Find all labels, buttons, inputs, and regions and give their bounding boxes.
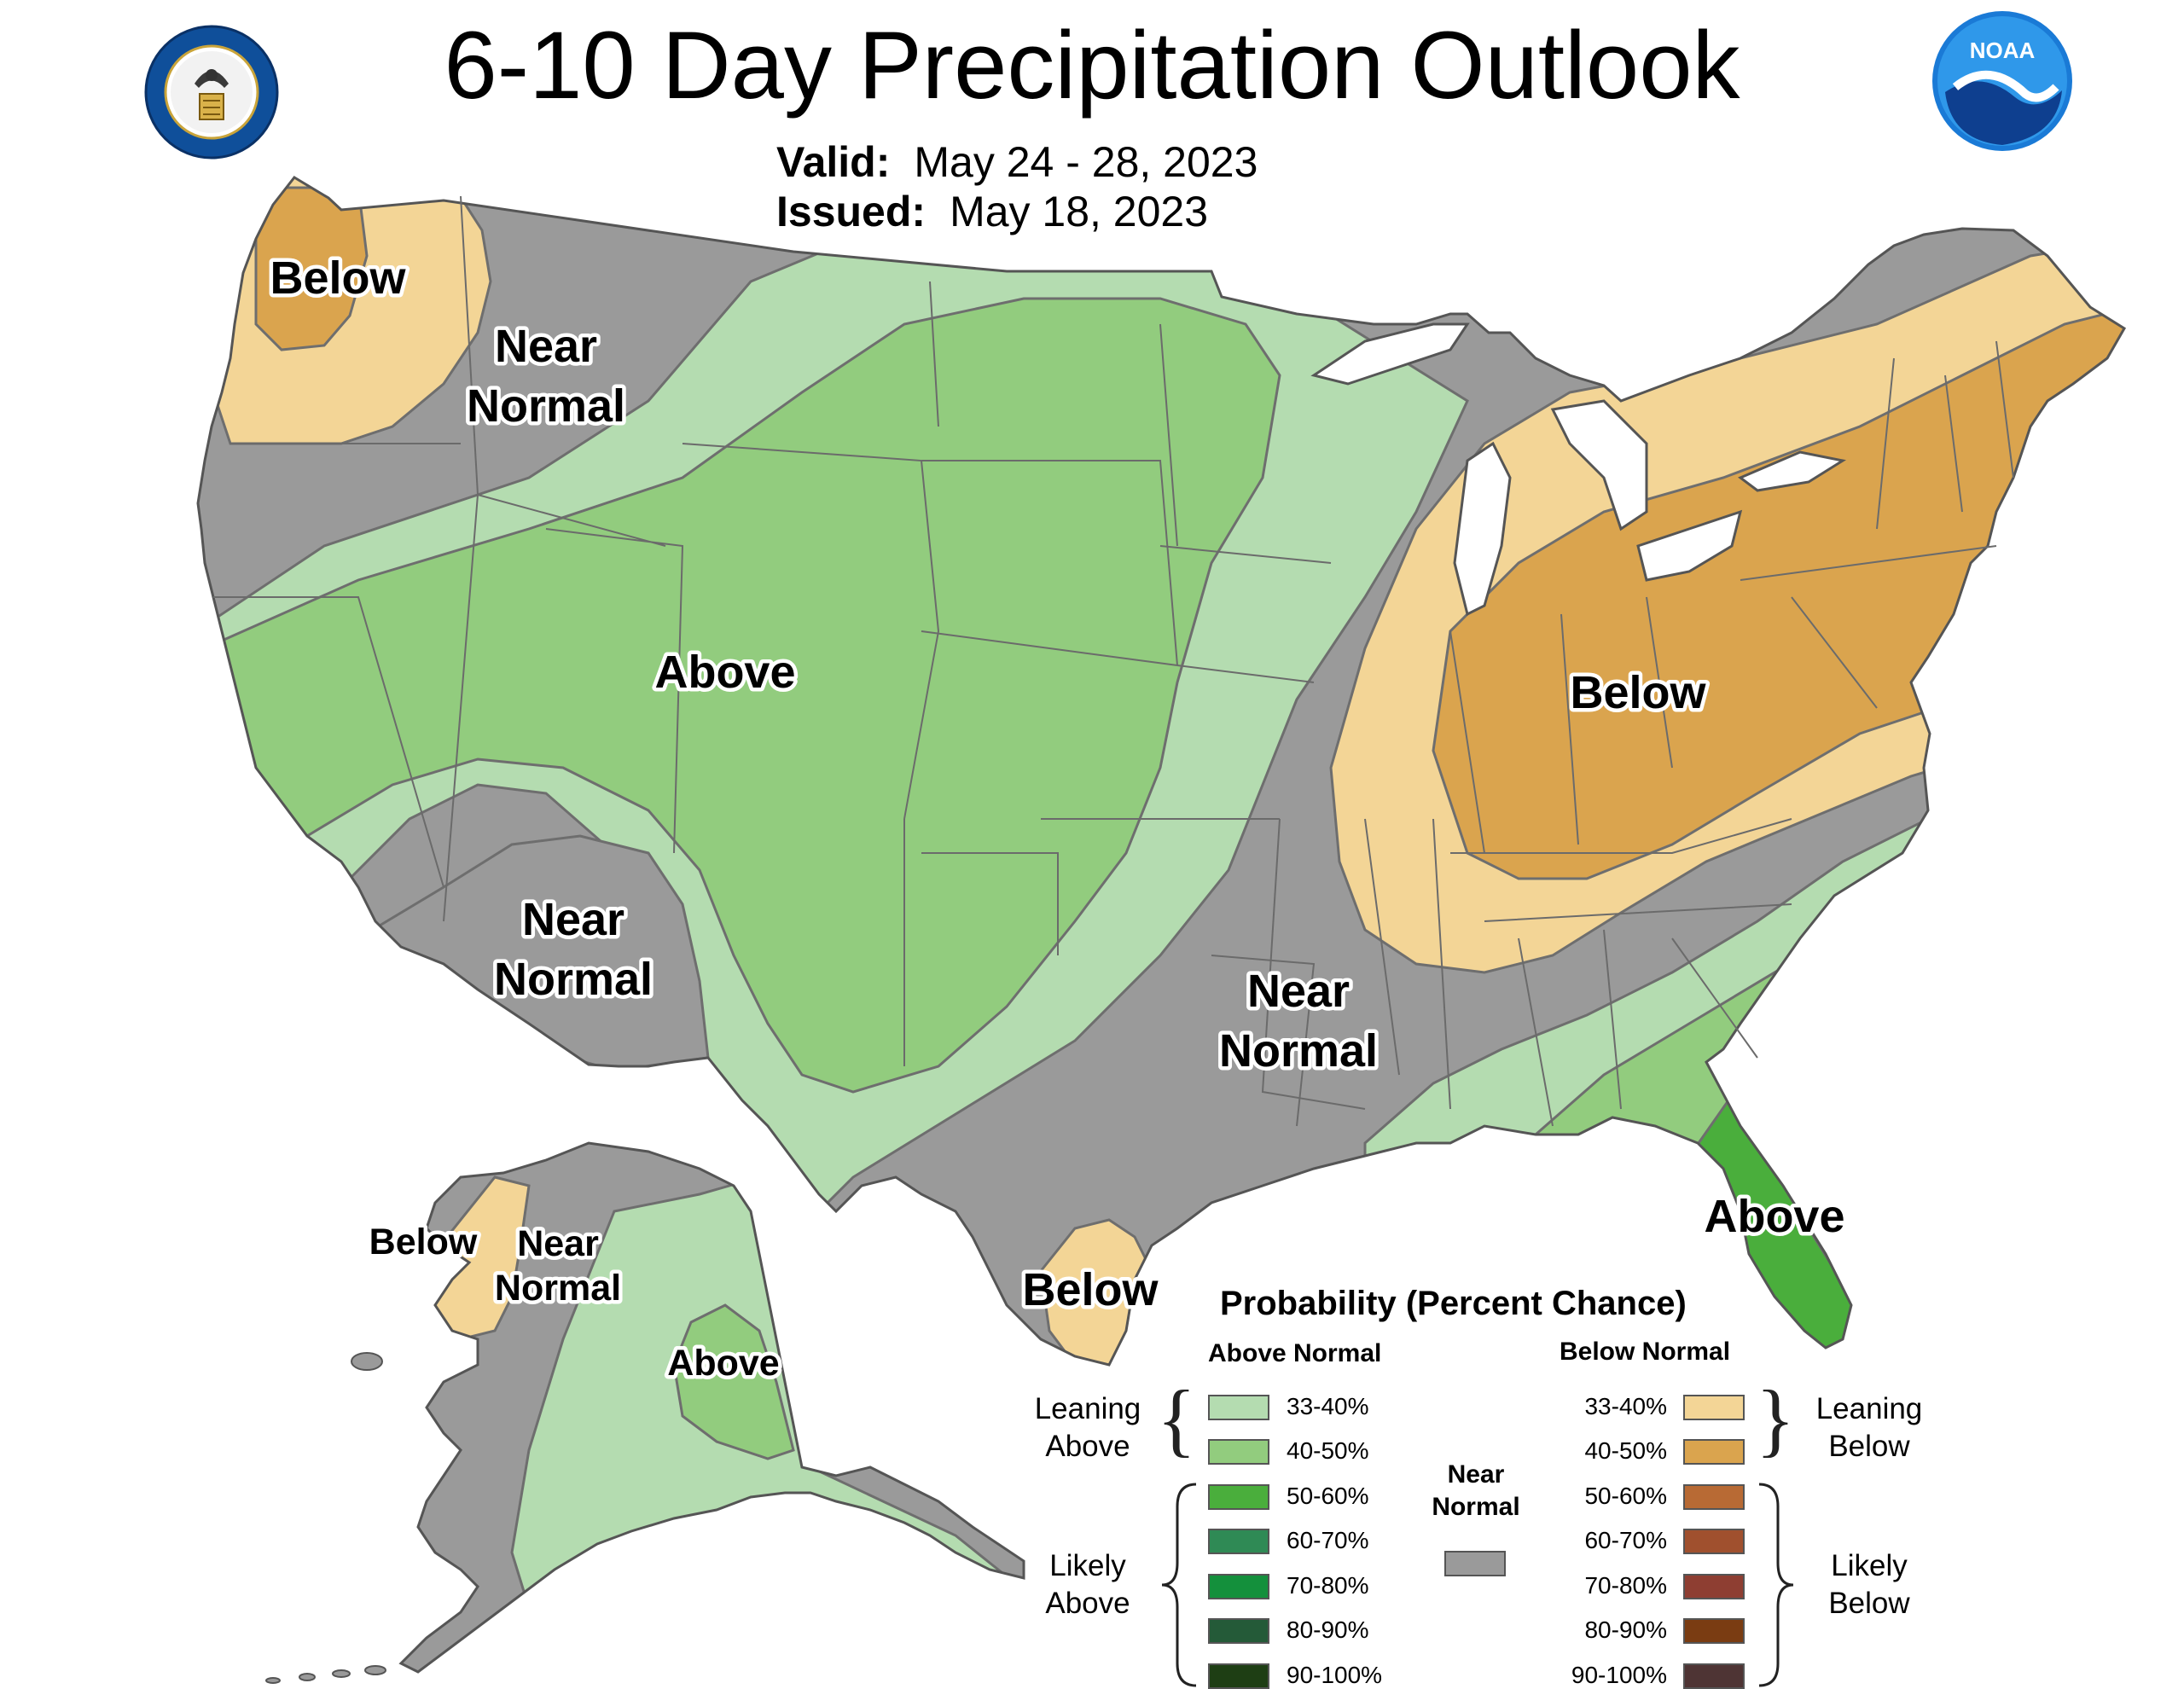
great-lakes [1310, 322, 1846, 617]
legend-leaning-above-2: Above [1045, 1430, 1130, 1463]
legend-below-swatch [1683, 1618, 1745, 1644]
legend-below-pct: 50-60% [1584, 1483, 1667, 1509]
legend-below-swatch [1683, 1395, 1745, 1420]
label-sw-near-normal-2: Normal [494, 954, 653, 1005]
label-ak-below: Below [369, 1222, 478, 1262]
issued-date: May 18, 2023 [950, 188, 1209, 235]
legend-likely-below-1: Likely [1831, 1549, 1908, 1582]
label-sw-near-normal-1: Near [522, 894, 624, 945]
issued-line: Issued: May 18, 2023 [776, 186, 1208, 237]
aleutian-islands [265, 1352, 386, 1684]
legend-above-pct: 33-40% [1287, 1393, 1369, 1419]
legend-brace-likely-above [1161, 1483, 1197, 1687]
legend-below-swatch [1683, 1529, 1745, 1554]
legend-near-label-1: Near [1447, 1460, 1505, 1489]
legend-below-pct: 40-50% [1584, 1437, 1667, 1464]
legend-above-swatch [1208, 1618, 1269, 1644]
department-of-commerce-seal-icon [144, 25, 279, 160]
legend-likely-above-1: Likely [1049, 1549, 1126, 1582]
noaa-logo-icon: NOAA [1932, 11, 2072, 151]
legend-near-normal-label: Near Normal [1416, 1459, 1536, 1524]
legend-above-header: Above Normal [1208, 1339, 1382, 1367]
legend-below-swatch [1683, 1439, 1745, 1465]
legend-leaning-below-2: Below [1828, 1430, 1910, 1463]
label-ak-above: Above [667, 1343, 779, 1384]
label-texas-below: Below [1022, 1264, 1159, 1315]
legend-above-pct: 40-50% [1287, 1437, 1369, 1464]
legend-above-pct: 60-70% [1287, 1527, 1369, 1553]
legend-below-swatch [1683, 1663, 1745, 1689]
legend-below-swatch [1683, 1574, 1745, 1599]
legend-above-swatch [1208, 1395, 1269, 1420]
legend-above-pct: 70-80% [1287, 1572, 1369, 1599]
label-west-above: Above [654, 647, 795, 698]
map-title: 6-10 Day Precipitation Outlook [444, 12, 1740, 119]
legend-leaning-above-1: Leaning [1034, 1392, 1141, 1425]
legend-above-pct: 50-60% [1287, 1483, 1369, 1509]
alaska-outline [398, 1141, 1025, 1674]
legend-above-pct: 90-100% [1287, 1662, 1383, 1688]
legend-leaning-above: Leaning Above [1007, 1390, 1169, 1466]
legend-title: Probability (Percent Chance) [1220, 1285, 1687, 1322]
above-region-west [203, 297, 1281, 1094]
label-ak-near-normal-2: Normal [495, 1268, 621, 1309]
legend-brace-leaning-below: } [1756, 1373, 1796, 1465]
valid-line: Valid: May 24 - 28, 2023 [776, 136, 1258, 188]
legend-below-pct: 60-70% [1584, 1527, 1667, 1553]
legend-below-pct: 80-90% [1584, 1616, 1667, 1643]
legend-above-pct: 80-90% [1287, 1616, 1369, 1643]
legend-below-pct: 70-80% [1584, 1572, 1667, 1599]
legend-leaning-below-1: Leaning [1815, 1392, 1923, 1425]
valid-label: Valid: [776, 138, 891, 186]
state-borders [213, 195, 2014, 1127]
legend-below-header: Below Normal [1560, 1338, 1731, 1366]
label-south-near-normal-1: Near [1247, 966, 1350, 1017]
legend-brace-leaning-above: { [1157, 1373, 1197, 1465]
legend-likely-above: Likely Above [1007, 1547, 1169, 1622]
legend-near-label-2: Normal [1432, 1493, 1520, 1521]
legend-above-swatch [1208, 1663, 1269, 1689]
valid-dates: May 24 - 28, 2023 [914, 138, 1258, 186]
issued-label: Issued: [776, 188, 926, 235]
legend-likely-below-2: Below [1828, 1587, 1910, 1620]
legend-below-pct: 33-40% [1584, 1393, 1667, 1419]
label-florida-above: Above [1704, 1191, 1844, 1242]
label-nw-near-normal-1: Near [495, 321, 597, 372]
legend-likely-below: Likely Below [1788, 1547, 1950, 1622]
legend-above-swatch [1208, 1439, 1269, 1465]
legend-near-normal-swatch [1444, 1551, 1506, 1576]
legend-leaning-below: Leaning Below [1788, 1390, 1950, 1466]
ak-above-region [672, 1303, 795, 1460]
legend-above-swatch [1208, 1484, 1269, 1510]
alaska-outlook [401, 1143, 1024, 1672]
label-nw-near-normal-2: Normal [467, 380, 625, 432]
label-nw-below: Below [270, 252, 406, 304]
legend-likely-above-2: Above [1045, 1587, 1130, 1620]
label-ak-near-normal-1: Near [517, 1223, 599, 1264]
legend-above-swatch [1208, 1574, 1269, 1599]
label-east-below: Below [1570, 667, 1706, 718]
label-south-near-normal-2: Normal [1219, 1025, 1378, 1077]
svg-text:NOAA: NOAA [1970, 38, 2036, 63]
legend-below-swatch [1683, 1484, 1745, 1510]
legend-above-swatch [1208, 1529, 1269, 1554]
legend-brace-likely-below [1758, 1483, 1794, 1687]
conus-outline [196, 176, 2127, 1367]
legend-below-pct: 90-100% [1571, 1662, 1667, 1688]
map-labels: Below Near Normal Above Near Normal Near… [266, 249, 1849, 1388]
